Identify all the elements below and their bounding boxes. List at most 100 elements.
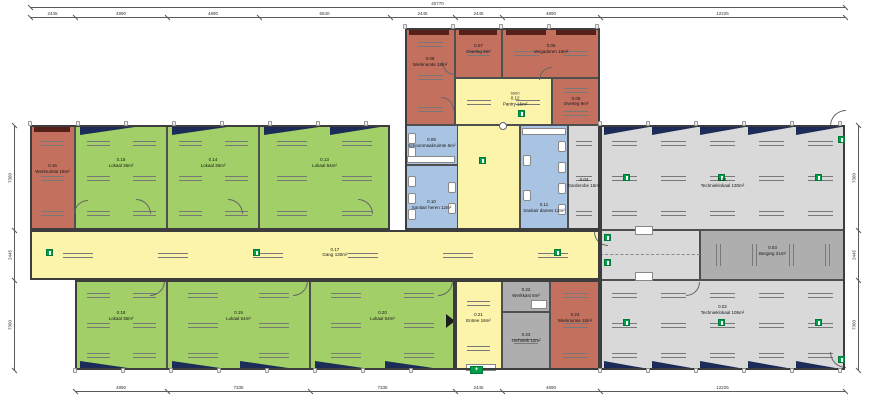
toilet-icon: [408, 208, 416, 220]
counter-symbol: [635, 272, 653, 281]
room-label: 0.16 Werkruimte 18m²: [35, 163, 69, 175]
dimension-label: 12225: [716, 11, 729, 16]
room-number: 0.06: [546, 43, 556, 49]
room-number: 0.10: [427, 199, 436, 205]
wall-joint: [646, 121, 650, 126]
table-symbol: [564, 87, 588, 93]
wall-joint: [598, 368, 602, 373]
toilet-icon: [448, 181, 456, 193]
wall-joint: [838, 368, 842, 373]
window-marker: [385, 361, 440, 369]
room-number: 0.21: [474, 311, 483, 317]
wall-joint: [268, 121, 272, 126]
table-symbol: [259, 293, 290, 298]
wall-joint: [265, 368, 269, 373]
exit-sign-icon: [623, 174, 630, 181]
room-number: 0.17: [330, 246, 340, 252]
window-marker: [700, 127, 745, 135]
table-symbol: [710, 140, 735, 146]
room-0.24: [550, 280, 600, 370]
dimension-label: 12225: [716, 385, 729, 390]
room-label: 0.20 Lokaal 54m²: [370, 310, 395, 322]
dimension-label: 4890: [207, 11, 219, 16]
window-marker: [330, 127, 380, 135]
room-name-area: Sanitair dames 12m²: [523, 207, 565, 213]
dimension-label: 4890: [115, 385, 127, 390]
room-number: 0.11: [539, 202, 549, 208]
window-marker: [264, 127, 319, 135]
exit-sign-icon: [815, 319, 822, 326]
table-symbol: [41, 140, 64, 146]
room-name-area: Pantry 16m²: [502, 101, 528, 107]
table-symbol: [417, 74, 443, 80]
room-label: 0.11 Sanitair dames 12m²: [523, 202, 565, 214]
room-0.08: [405, 28, 455, 125]
wall-joint: [76, 121, 80, 126]
table-symbol: [661, 175, 686, 181]
wall-joint: [169, 368, 173, 373]
room-name-area: Overleg 9m²: [563, 101, 589, 107]
wall-joint: [499, 24, 503, 29]
exit-man-glyph: [840, 357, 843, 362]
exit-man-glyph: [625, 320, 628, 325]
table-symbol: [442, 253, 473, 258]
room-name-area: Werkruimte 18m²: [35, 169, 70, 175]
room-label: 0.14 Lokaal 36m²: [201, 157, 226, 169]
table-symbol: [661, 323, 686, 328]
room-name-area: Schoonmaakruimte 6m²: [407, 143, 456, 148]
dimension-label: 2445: [47, 11, 58, 16]
room-label: 0.03 Berging 21m²: [759, 245, 786, 257]
wall-joint: [220, 121, 224, 126]
toilet-icon: [558, 162, 566, 173]
table-symbol: [331, 293, 362, 298]
room-name-area: Technieklokaal 105m²: [700, 309, 745, 315]
counter-symbol: [635, 226, 653, 235]
room-dimension-note: 6850: [510, 90, 520, 96]
table-symbol: [276, 210, 307, 216]
room-number: 0.01: [718, 176, 727, 182]
exit-man-glyph: [625, 175, 628, 180]
table-symbol: [514, 339, 538, 344]
exit-sign-icon: [838, 136, 845, 143]
table-symbol: [259, 323, 290, 328]
room-label: 0.06 Vergaderen 18m²: [534, 43, 569, 55]
table-symbol: [86, 140, 110, 146]
window-marker: [604, 127, 649, 135]
wall-joint: [361, 368, 365, 373]
room-label: 6850 0.12 Pantry 16m²: [503, 91, 528, 108]
wall-joint: [547, 24, 551, 29]
room-name-area: Werkruimte 18m²: [412, 61, 448, 67]
room-number: 0.09: [427, 137, 436, 143]
room-name-area: Berging 21m²: [758, 251, 787, 256]
room-number: 0.18: [116, 310, 126, 316]
window-marker: [34, 127, 70, 132]
table-symbol: [157, 253, 188, 258]
table-symbol: [132, 323, 156, 328]
room-label: 0.02 Technieklokaal 105m²: [701, 304, 745, 316]
dimension-line: [30, 17, 845, 18]
table-symbol: [342, 175, 373, 181]
table-symbol: [86, 293, 110, 298]
table-symbol: [347, 253, 378, 258]
room-name-area: Entree 16m²: [466, 317, 491, 323]
wall-joint: [313, 368, 317, 373]
room-label: 0.04 Garderobe 15m²: [567, 177, 600, 189]
dimension-label: 2445: [417, 11, 428, 16]
table-symbol: [466, 300, 491, 306]
table-symbol: [661, 293, 686, 298]
dimension-label: 4890: [545, 11, 557, 16]
table-symbol: [276, 140, 307, 146]
room-label: 0.24 Werkruimte 18m²: [558, 312, 592, 324]
wall-joint: [742, 121, 746, 126]
table-symbol: [759, 323, 784, 328]
wall-joint: [790, 121, 794, 126]
table-symbol: [132, 175, 156, 181]
table-symbol: [808, 353, 833, 358]
room-name-area: Sanitair heren 12m²: [411, 205, 452, 211]
counter-symbol: [522, 128, 566, 135]
shelving-symbol: [788, 244, 794, 266]
wall-joint: [73, 368, 77, 373]
exit-sign-icon: [718, 174, 725, 181]
toilet-icon: [558, 204, 566, 215]
